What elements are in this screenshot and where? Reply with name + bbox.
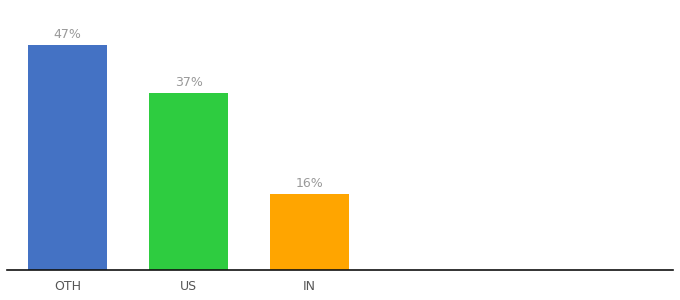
Text: 16%: 16% bbox=[296, 177, 324, 190]
Bar bbox=[28, 45, 107, 270]
Bar bbox=[271, 194, 349, 270]
Bar bbox=[149, 93, 228, 270]
Text: 47%: 47% bbox=[54, 28, 82, 41]
Text: 37%: 37% bbox=[175, 76, 203, 89]
